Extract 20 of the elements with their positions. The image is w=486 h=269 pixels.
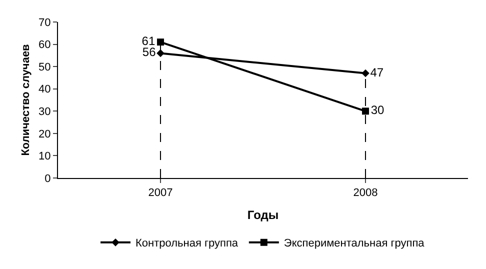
data-label: 47 [370,65,384,80]
y-tick-label: 20 [38,128,51,140]
point [157,38,164,46]
x-tick-label: 2007 [148,187,173,200]
point [362,108,369,115]
point [156,49,164,58]
x-tick-label: 2008 [353,187,378,200]
data-label: 30 [370,103,385,118]
legend-label: Экспериментальная группа [284,238,426,250]
y-axis-title: Количество случаев [20,44,32,156]
y-tick-label: 10 [38,150,51,163]
y-tick-label: 0 [44,172,51,185]
y-tick-label: 30 [38,106,51,118]
y-tick-label: 70 [38,16,51,29]
legend-label: Контрольная группа [136,238,239,250]
y-tick-label: 50 [38,61,51,74]
y-tick-label: 60 [38,39,51,52]
point [362,69,370,78]
y-tick-label: 40 [38,84,51,96]
x-axis-title: Годы [247,208,279,222]
